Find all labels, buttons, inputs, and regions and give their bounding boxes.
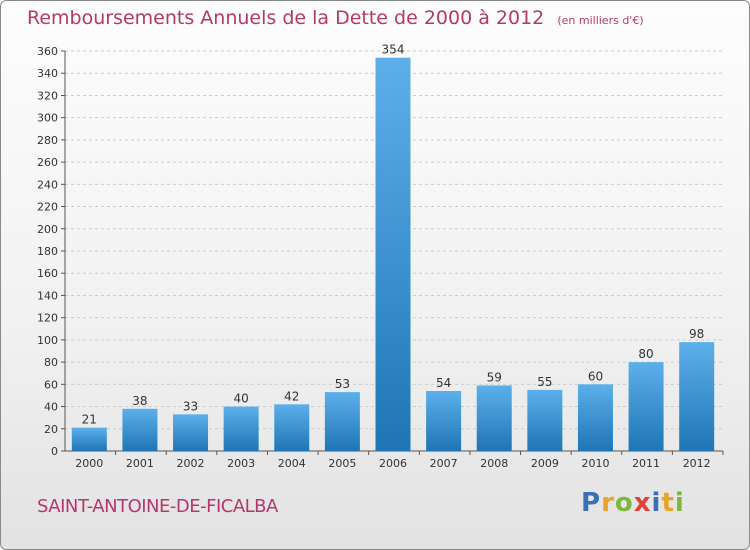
logo-letter: i xyxy=(674,488,685,518)
bar-value-label: 80 xyxy=(638,347,653,361)
y-tick-label: 160 xyxy=(37,267,58,280)
bar xyxy=(476,385,512,451)
bar-value-label: 42 xyxy=(284,389,299,403)
bar-value-label: 53 xyxy=(335,377,350,391)
bar-value-label: 33 xyxy=(183,399,198,413)
bar xyxy=(173,414,209,451)
bar-value-label: 21 xyxy=(82,413,97,427)
x-tick-label: 2002 xyxy=(177,457,205,470)
bar xyxy=(527,389,563,451)
bar-value-label: 98 xyxy=(689,327,704,341)
bar xyxy=(324,392,360,451)
bar xyxy=(274,404,310,451)
logo-letter: P xyxy=(581,488,602,518)
bar-value-label: 59 xyxy=(487,370,502,384)
y-tick-label: 80 xyxy=(44,356,58,369)
x-tick-label: 2007 xyxy=(430,457,458,470)
bar xyxy=(628,362,664,451)
y-tick-label: 240 xyxy=(37,178,58,191)
chart-title: Remboursements Annuels de la Dette de 20… xyxy=(27,7,644,29)
x-tick-label: 2000 xyxy=(75,457,103,470)
y-tick-label: 40 xyxy=(44,401,58,414)
y-tick-label: 60 xyxy=(44,378,58,391)
bar-value-label: 354 xyxy=(382,43,405,57)
bar xyxy=(426,391,462,451)
x-tick-label: 2006 xyxy=(379,457,407,470)
bar-value-label: 38 xyxy=(132,394,147,408)
y-tick-label: 300 xyxy=(37,112,58,125)
bar xyxy=(375,57,411,452)
logo-letter: i xyxy=(651,488,662,518)
y-tick-label: 200 xyxy=(37,223,58,236)
y-tick-label: 280 xyxy=(37,134,58,147)
x-tick-label: 2009 xyxy=(531,457,559,470)
logo-letter: t xyxy=(661,488,675,518)
x-tick-label: 2001 xyxy=(126,457,154,470)
y-tick-label: 0 xyxy=(51,445,58,458)
bar xyxy=(71,427,107,451)
x-tick-label: 2004 xyxy=(278,457,306,470)
bar-value-label: 55 xyxy=(537,375,552,389)
y-tick-label: 320 xyxy=(37,89,58,102)
title-text: Remboursements Annuels de la Dette de 20… xyxy=(27,7,545,29)
bar xyxy=(577,384,613,451)
y-tick-label: 260 xyxy=(37,156,58,169)
bar-value-label: 54 xyxy=(436,376,451,390)
x-tick-label: 2010 xyxy=(581,457,609,470)
logo-letter: r xyxy=(601,488,615,518)
y-tick-label: 180 xyxy=(37,245,58,258)
y-tick-label: 120 xyxy=(37,312,58,325)
logo-letter: x xyxy=(633,488,652,518)
proxiti-logo: Proxiti xyxy=(581,488,685,518)
x-tick-label: 2005 xyxy=(328,457,356,470)
y-tick-label: 20 xyxy=(44,423,58,436)
bar xyxy=(679,342,715,451)
x-tick-label: 2011 xyxy=(632,457,660,470)
x-tick-label: 2003 xyxy=(227,457,255,470)
y-tick-label: 100 xyxy=(37,334,58,347)
y-tick-label: 340 xyxy=(37,67,58,80)
bar-value-label: 60 xyxy=(588,369,603,383)
logo-letter: o xyxy=(614,488,634,518)
bar-value-label: 40 xyxy=(234,392,249,406)
y-tick-label: 360 xyxy=(37,45,58,58)
y-tick-label: 140 xyxy=(37,289,58,302)
unit-text: (en milliers d'€) xyxy=(557,14,644,27)
x-tick-label: 2012 xyxy=(683,457,711,470)
bar xyxy=(122,408,158,451)
y-tick-label: 220 xyxy=(37,201,58,214)
x-tick-label: 2008 xyxy=(480,457,508,470)
bar xyxy=(223,406,259,451)
commune-name: SAINT-ANTOINE-DE-FICALBA xyxy=(37,496,278,517)
